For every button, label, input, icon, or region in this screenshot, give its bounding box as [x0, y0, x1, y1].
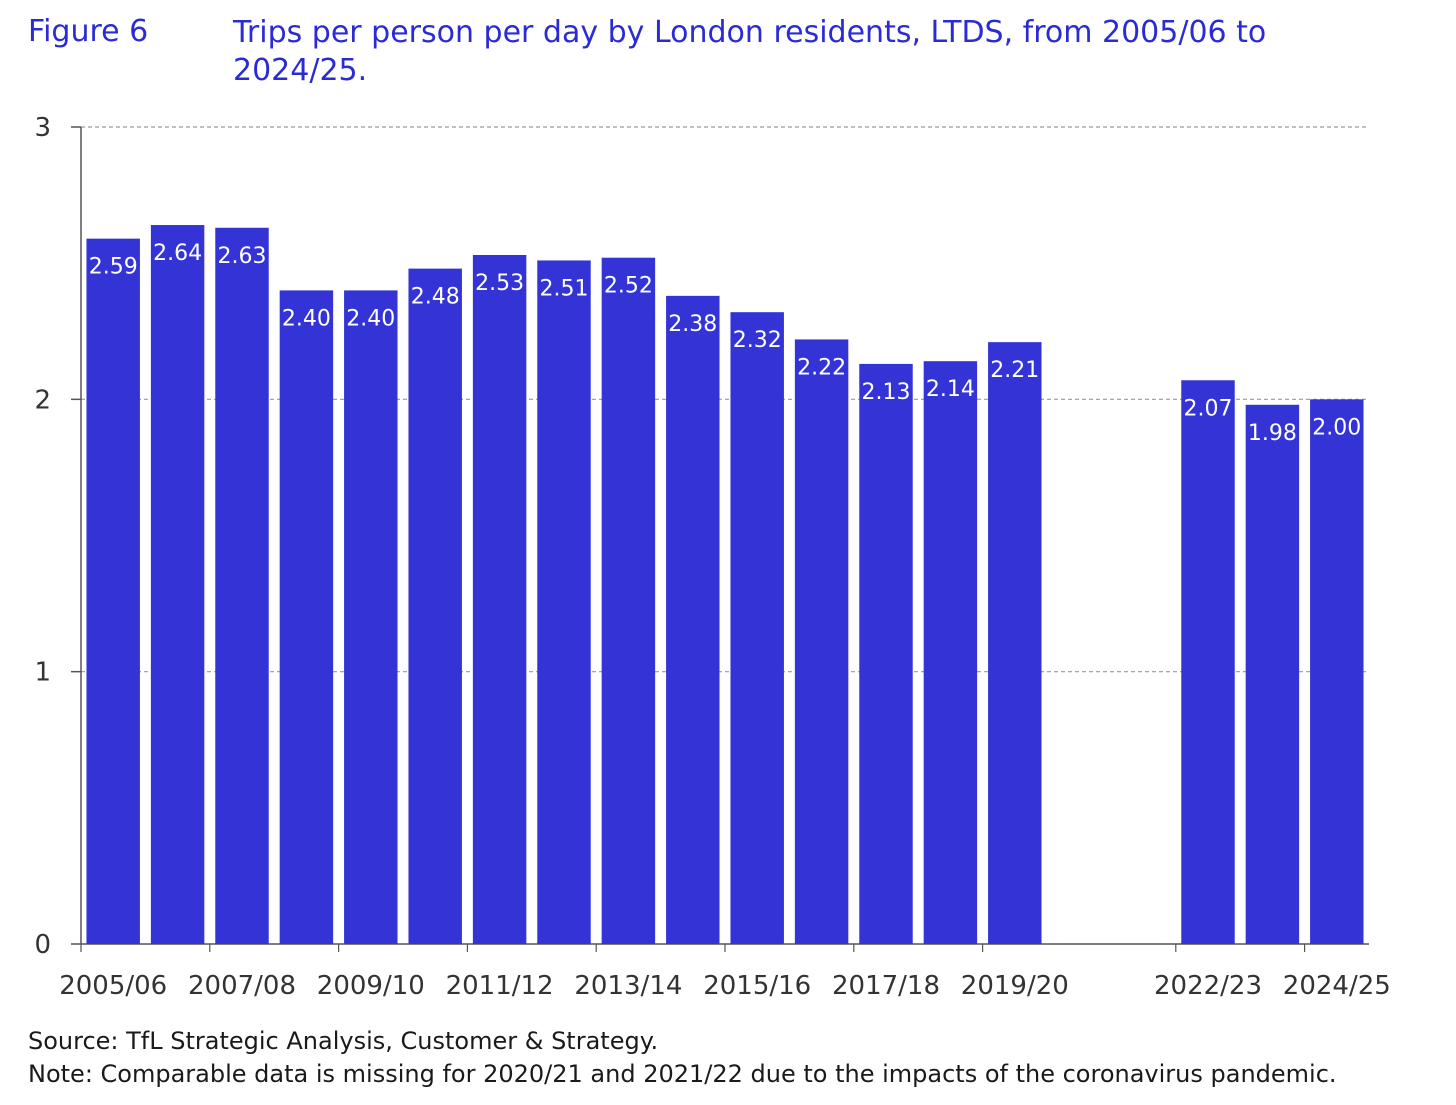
y-tick-label: 2 [34, 385, 51, 415]
bar-2024-25 [1310, 399, 1364, 944]
data-label-2017-18: 2.13 [862, 380, 911, 405]
bar-2022-23 [1181, 380, 1235, 944]
data-label-2011-12: 2.53 [475, 271, 524, 296]
data-label-2006-07: 2.64 [153, 241, 202, 266]
y-tick-label: 3 [34, 113, 51, 143]
data-label-2019-20: 2.21 [990, 358, 1039, 383]
x-tick-label-2011-12: 2011/12 [446, 971, 554, 1001]
source-note: Source: TfL Strategic Analysis, Customer… [28, 1027, 659, 1055]
data-label-2010-11: 2.48 [411, 285, 460, 310]
gridlines [81, 126, 1369, 673]
tick-labels: 0 1 2 3 2005/06 2007/08 2009/10 2011/12 2013/14 2… [34, 113, 1390, 1001]
bar-2014-15 [666, 295, 720, 944]
x-tick-label-2017-18: 2017/18 [832, 971, 940, 1001]
bar-2011-12 [472, 254, 527, 944]
x-tick-label-2009-10: 2009/10 [317, 971, 425, 1001]
y-tick-label: 1 [34, 658, 51, 688]
data-label-2022-23: 2.07 [1184, 396, 1233, 421]
data-label-2005-06: 2.59 [89, 255, 138, 280]
data-note: Note: Comparable data is missing for 202… [28, 1060, 1337, 1088]
data-label-2018-19: 2.14 [926, 377, 975, 402]
bar-2008-09 [279, 290, 334, 944]
bars [86, 225, 1364, 945]
data-label-2008-09: 2.40 [282, 306, 331, 331]
x-tick-label-2013-14: 2013/14 [574, 971, 682, 1001]
data-label-2016-17: 2.22 [797, 355, 846, 380]
data-label-2015-16: 2.32 [733, 328, 782, 353]
data-label-2009-10: 2.40 [346, 306, 395, 331]
x-tick-label-2019-20: 2019/20 [961, 971, 1069, 1001]
data-label-2013-14: 2.52 [604, 274, 653, 299]
figure-label: Figure 6 [28, 14, 149, 49]
bar-2018-19 [923, 361, 978, 944]
x-tick-label-2007-08: 2007/08 [188, 971, 296, 1001]
bar-2006-07 [150, 225, 205, 945]
x-tick-label-2005-06: 2005/06 [59, 971, 167, 1001]
data-label-2012-13: 2.51 [540, 276, 589, 301]
x-tick-label-2022-23: 2022/23 [1154, 971, 1262, 1001]
data-labels: 2.59 2.64 2.63 2.40 2.40 2.48 2.53 2.51 2.52 2.38… [89, 241, 1362, 446]
bar-2005-06 [86, 238, 140, 944]
bar-2007-08 [215, 227, 269, 945]
bar-2017-18 [859, 363, 913, 944]
data-label-2014-15: 2.38 [668, 312, 717, 337]
x-tick-label-2015-16: 2015/16 [703, 971, 811, 1001]
bar-2019-20 [988, 342, 1042, 945]
bar-2009-10 [344, 290, 398, 944]
data-label-2023-24: 1.98 [1248, 421, 1297, 446]
bar-2023-24 [1245, 404, 1300, 944]
bar-2012-13 [537, 260, 591, 944]
bar-2016-17 [794, 339, 849, 944]
data-label-2024-25: 2.00 [1312, 415, 1361, 440]
bar-2013-14 [601, 257, 656, 945]
x-tick-label-2024-25: 2024/25 [1283, 971, 1391, 1001]
y-tick-label: 0 [34, 930, 51, 960]
bar-2015-16 [730, 312, 784, 945]
chart-title: Trips per person per day by London resid… [233, 15, 1267, 88]
data-label-2007-08: 2.63 [218, 244, 267, 269]
bar-2010-11 [408, 268, 462, 944]
